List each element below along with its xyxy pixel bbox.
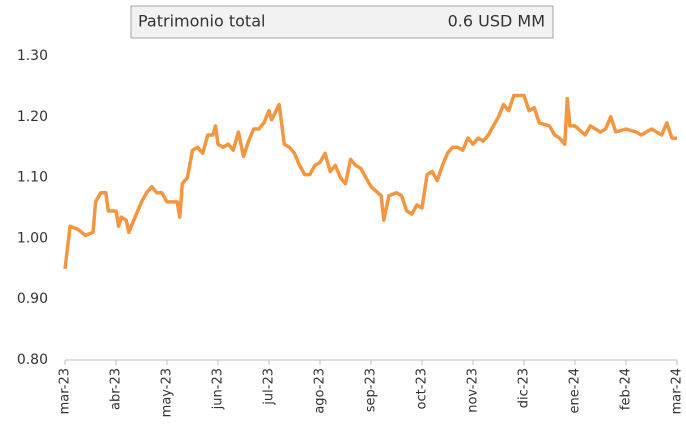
y-tick-label: 1.00 <box>17 230 48 246</box>
series-line <box>63 93 677 270</box>
header-label: Patrimonio total <box>138 12 265 31</box>
y-tick-label: 1.10 <box>17 170 48 186</box>
x-tick-label: oct-23 <box>415 368 430 409</box>
header-value: 0.6 USD MM <box>448 12 545 31</box>
x-tick-label: feb-24 <box>619 368 634 410</box>
y-tick-label: 0.90 <box>17 291 48 307</box>
x-tick-label: mar-23 <box>58 368 73 414</box>
x-tick-label: may-23 <box>160 368 175 417</box>
header-box <box>130 5 554 39</box>
x-tick-label: mar-24 <box>670 368 685 414</box>
x-tick-label: nov-23 <box>466 368 481 413</box>
y-tick-label: 1.30 <box>17 48 48 64</box>
x-tick-label: ene-24 <box>568 368 583 413</box>
y-tick-label: 1.20 <box>17 109 48 125</box>
x-tick-label: ago-23 <box>313 368 328 414</box>
x-tick-label: abr-23 <box>109 368 124 410</box>
x-tick-label: jul-23 <box>262 368 277 406</box>
x-tick-label: jun-23 <box>211 368 226 410</box>
x-tick-label: dic-23 <box>517 368 532 408</box>
y-tick-label: 0.80 <box>17 352 48 368</box>
x-tick-label: sep-23 <box>364 368 379 412</box>
